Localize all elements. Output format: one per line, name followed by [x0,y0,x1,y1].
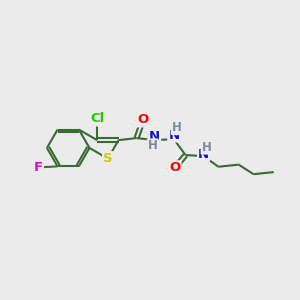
Text: F: F [34,161,43,174]
Text: H: H [148,140,158,152]
Text: N: N [149,130,160,142]
Text: H: H [202,141,212,154]
Text: N: N [198,148,209,160]
Text: O: O [137,113,148,127]
Text: S: S [103,152,113,165]
Text: H: H [172,121,182,134]
Text: Cl: Cl [90,112,104,125]
Text: N: N [168,128,179,142]
Text: O: O [169,161,181,174]
